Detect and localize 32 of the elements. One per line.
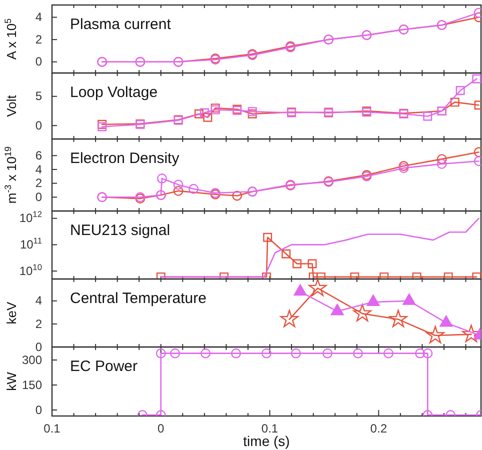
y-tick-label: 2 [35, 32, 42, 46]
y-tick-label: 0 [35, 340, 42, 354]
text: NEU213 signal [70, 222, 170, 239]
y-tick-label: 4 [35, 10, 42, 24]
y-tick-label: 6 [35, 148, 42, 162]
text: Loop Voltage [70, 84, 158, 101]
y-tick-label: 150 [22, 378, 42, 392]
text: Plasma current [70, 16, 172, 33]
y-axis-title: keV [4, 301, 19, 324]
y-tick-label: 10$^{12}$ [19, 209, 42, 226]
x-tick-label: 0.1 [261, 422, 278, 436]
x-axis-title: time (s) [243, 433, 290, 449]
y-tick-label: 10$^{10}$ [19, 262, 42, 278]
y-axis-title: Volt [4, 94, 19, 117]
y-tick-label: 0 [35, 118, 42, 132]
y-tick-label: 0 [35, 54, 42, 69]
y-tick-label: 2 [35, 176, 42, 190]
y-tick-label: 5 [35, 89, 42, 104]
y-tick-label: 0 [35, 190, 42, 204]
y-tick-label: 2 [35, 316, 42, 331]
y-tick-label: 300 [22, 352, 42, 367]
text: Central Temperature [70, 290, 206, 307]
y-tick-label: 4 [35, 294, 42, 308]
y-tick-label: 4 [35, 162, 42, 176]
text: EC Power [70, 358, 138, 375]
y-tick-label: 10$^{11}$ [20, 236, 42, 252]
y-tick-label: 0 [35, 402, 42, 417]
x-tick-label: 0.2 [370, 422, 388, 436]
x-tick-label: 0.1 [44, 422, 61, 436]
text: Electron Density [70, 150, 180, 167]
y-axis-title: kW [4, 371, 19, 391]
x-tick-label: 0 [158, 422, 165, 436]
